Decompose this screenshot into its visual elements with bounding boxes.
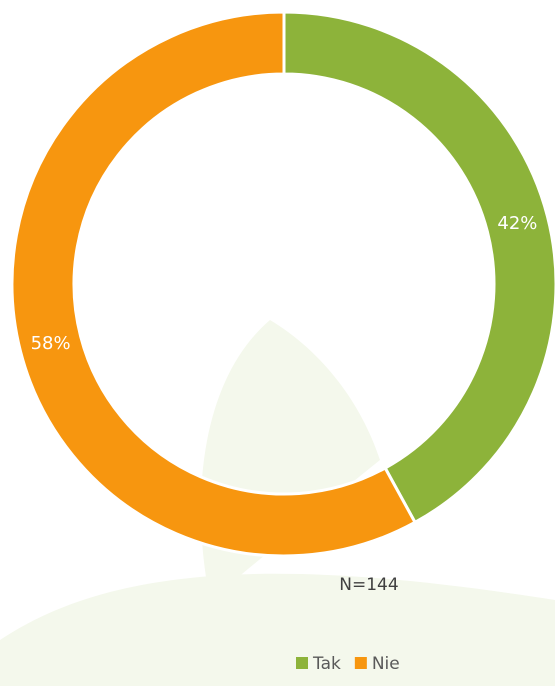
data-label: 42% <box>497 213 537 234</box>
annotation: N=144 <box>339 575 398 595</box>
legend-label: Nie <box>372 654 400 674</box>
legend-swatch <box>296 657 308 669</box>
donut: 42% 58% <box>10 10 555 558</box>
donut-segment <box>282 10 555 525</box>
legend-swatch <box>354 657 367 669</box>
data-label: 58% <box>31 333 71 354</box>
legend-label: Tak <box>312 654 341 674</box>
legend: Tak Nie <box>296 654 400 674</box>
donut-segment <box>10 10 418 558</box>
